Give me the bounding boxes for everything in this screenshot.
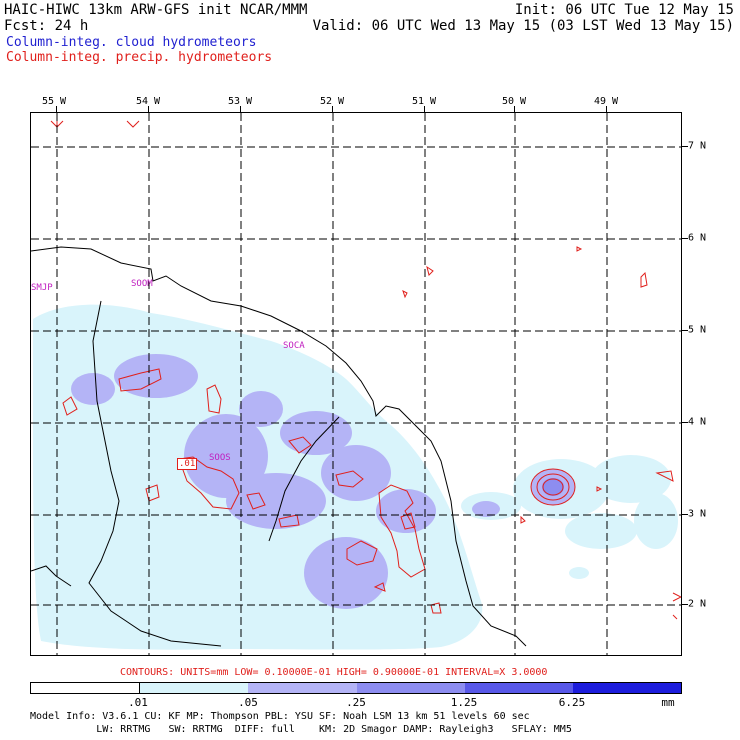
map-canvas [31,113,681,655]
field-precip-label: Column-integ. precip. hydrometeors [6,50,273,65]
forecast-hour: Fcst: 24 h [4,18,89,34]
init-time: Init: 06 UTC Tue 12 May 15 [514,2,734,18]
lon-tick [424,106,425,112]
contour-value-label: .01 [177,458,198,470]
lat-tick [682,238,688,239]
legend-swatch-2 [248,683,357,693]
lon-label-49w: 49 W [593,96,619,107]
lon-label-54w: 54 W [135,96,161,107]
legend-label-125: 1.25 [450,696,478,709]
cloud-shading-dark [542,478,564,496]
lon-tick [148,106,149,112]
lon-label-50w: 50 W [501,96,527,107]
lon-tick [514,106,515,112]
lat-tick [682,514,688,515]
lat-tick [682,604,688,605]
legend-swatch-5 [572,683,682,693]
model-info-line2: LW: RRTMG SW: RRTMG DIFF: full KM: 2D Sm… [30,724,572,735]
lon-label-55w: 55 W [41,96,67,107]
lon-label-52w: 52 W [319,96,345,107]
legend-swatch-3 [356,683,465,693]
cloud-shading-mid [71,354,575,609]
station-label-soca: SOCA [283,341,305,351]
legend-label-025: .25 [346,696,366,709]
lon-label-51w: 51 W [411,96,437,107]
lat-tick [682,330,688,331]
legend-label-001: .01 [128,696,148,709]
legend-units-label: mm [661,696,675,709]
lat-label-6n: 6 N [688,232,707,244]
lat-tick [682,146,688,147]
station-label-soom: SOOM [131,279,153,289]
legend-swatch-0 [31,683,141,693]
lat-label-2n: 2 N [688,598,707,610]
lon-tick [606,106,607,112]
lon-tick [240,106,241,112]
lat-label-3n: 3 N [688,508,707,520]
contours-info: CONTOURS: UNITS=mm LOW= 0.10000E-01 HIGH… [120,667,548,678]
color-legend [30,682,682,694]
coastline [31,246,527,647]
lon-label-53w: 53 W [227,96,253,107]
station-label-smjp: SMJP [31,283,53,293]
legend-label-005: .05 [238,696,258,709]
legend-label-625: 6.25 [558,696,586,709]
lat-lon-grid [31,113,681,655]
lat-label-5n: 5 N [688,324,707,336]
model-info-line1: Model Info: V3.6.1 CU: KF MP: Thompson P… [30,711,530,722]
valid-time: Valid: 06 UTC Wed 13 May 15 (03 LST Wed … [312,18,734,34]
lat-label-4n: 4 N [688,416,707,428]
precip-contours [50,113,681,620]
station-label-soos: SOOS [209,453,231,463]
legend-swatch-1 [140,683,249,693]
country-borders [88,300,340,647]
map-panel[interactable]: SMJP SOOM SOCA SOOS .01 [30,112,682,656]
lon-tick [56,106,57,112]
lat-tick [682,422,688,423]
model-title: HAIC-HIWC 13km ARW-GFS init NCAR/MMM [4,2,308,18]
legend-swatch-4 [464,683,573,693]
field-cloud-label: Column-integ. cloud hydrometeors [6,35,257,50]
lon-tick [332,106,333,112]
lat-label-7n: 7 N [688,140,707,152]
